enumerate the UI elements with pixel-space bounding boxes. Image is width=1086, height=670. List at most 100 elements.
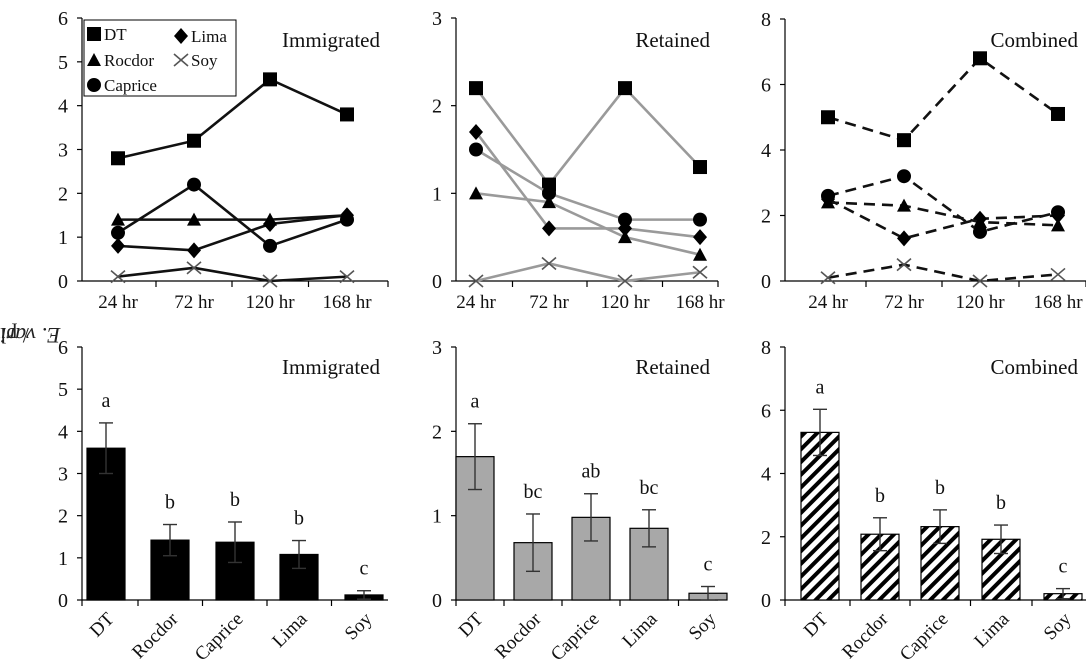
significance-letter: b [294, 508, 304, 530]
y-tick-label: 4 [761, 140, 771, 162]
legend-box [83, 19, 237, 97]
x-marker [110, 270, 126, 284]
significance-letter: b [875, 485, 885, 507]
series-rocdor [821, 195, 1065, 232]
x-tick-label: 24 hr [456, 292, 496, 313]
legend-label: Lima [191, 27, 227, 46]
x-stroke [262, 274, 278, 288]
circle-marker [263, 238, 277, 253]
x-tick-label: DT [86, 608, 119, 641]
series-lima [469, 123, 707, 246]
bar-group-soy: c Soy [1040, 556, 1083, 644]
legend-label: DT [104, 25, 127, 44]
bar-group-rocdor: b Rocdor [128, 492, 190, 663]
bar [800, 431, 840, 601]
x-stroke [339, 270, 355, 284]
bar-group-caprice: b Caprice [191, 489, 255, 666]
diamond-marker [174, 28, 188, 44]
square-marker [897, 133, 911, 148]
y-tick-label: 3 [58, 140, 68, 162]
line-chart-combined: 0 2 4 6 8 Combined 24 hr 72 hr 120 hr 168 hr [761, 9, 1086, 313]
series-line [475, 192, 701, 256]
y-tick-label: 1 [432, 506, 442, 528]
bar-group-dt: a DT [800, 376, 840, 641]
y-tick-label: 4 [58, 96, 68, 118]
x-stroke [972, 274, 988, 288]
x-tick-label: Rocdor [128, 608, 183, 663]
y-tick-label: 0 [58, 271, 68, 293]
line-chart-retained: 0 1 2 3 Retained 24 hr 72 hr 120 hr 168 hr [432, 8, 725, 313]
x-tick-label: 24 hr [98, 292, 138, 313]
y-tick-label: 2 [432, 96, 442, 118]
bar-group-soy: c Soy [685, 554, 728, 644]
circle-marker [693, 212, 707, 227]
series-soy [468, 256, 708, 288]
x-tick-label: Lima [618, 608, 662, 652]
y-tick-label: 6 [761, 75, 771, 97]
y-tick-label: 0 [761, 590, 771, 612]
x-tick-label: 120 hr [245, 292, 295, 313]
x-tick-label: 72 hr [529, 292, 569, 313]
y-tick-label: 5 [58, 52, 68, 74]
triangle-marker [897, 198, 911, 212]
circle-marker [973, 224, 987, 239]
significance-letter: c [1059, 556, 1068, 578]
square-marker [973, 51, 987, 66]
x-tick-label: 72 hr [174, 292, 214, 313]
series-line [827, 201, 1059, 227]
y-tick-label: 8 [761, 337, 771, 359]
bar-group-lima: b Lima [970, 492, 1021, 652]
y-tick-label: 3 [58, 464, 68, 486]
y-tick-label: 0 [58, 590, 68, 612]
y-tick-label: 4 [58, 421, 68, 443]
series-soy [820, 258, 1066, 288]
x-tick-label: 120 hr [600, 292, 650, 313]
square-marker [618, 81, 632, 96]
series-line [474, 131, 701, 239]
series-line [475, 148, 700, 221]
bar-chart-combined: 0 2 4 6 8 Combined a DT b Rocdor b Caprice b Lima c Soy [761, 337, 1086, 665]
x-tick-label: 168 hr [1033, 292, 1083, 313]
x-tick-label: 24 hr [808, 292, 848, 313]
diamond-marker [693, 229, 707, 246]
chart-title: Immigrated [282, 28, 380, 52]
x-marker [617, 274, 633, 288]
x-tick-label: Caprice [191, 609, 248, 666]
circle-marker [469, 142, 483, 157]
y-tick-label: 1 [58, 227, 68, 249]
series-soy [110, 261, 355, 288]
diamond-marker [111, 237, 125, 254]
x-stroke [541, 256, 557, 271]
significance-letter: a [816, 376, 825, 398]
bar-group-dt: a DT [86, 390, 126, 641]
x-tick-label: Caprice [896, 609, 953, 666]
series-line [827, 263, 1059, 283]
series-line [117, 266, 348, 283]
x-tick-label: Soy [1040, 608, 1076, 644]
x-stroke [173, 53, 189, 67]
x-marker [896, 258, 912, 272]
series-line [117, 77, 348, 160]
y-tick-label: 2 [761, 527, 771, 549]
chart-title: Retained [635, 355, 710, 379]
bar-group-dt: a DT [455, 391, 495, 641]
series-dt [111, 72, 354, 166]
chart-title: Combined [991, 28, 1079, 52]
diamond-marker [542, 220, 556, 237]
significance-letter: a [471, 391, 480, 413]
series-dt [821, 51, 1065, 148]
line-chart-immigrated: 0 1 2 3 4 5 6 Immigrated 24 hr 72 hr 120 hr 168 hr D… [58, 8, 389, 313]
square-marker [821, 110, 835, 125]
x-tick-label: 168 hr [675, 292, 725, 313]
triangle-marker [111, 212, 125, 226]
circle-marker [340, 212, 354, 227]
bar-group-soy: c Soy [341, 558, 384, 644]
significance-letter: bc [640, 477, 659, 499]
triangle-marker [542, 195, 556, 209]
x-stroke [692, 265, 708, 279]
x-tick-label: Lima [268, 608, 312, 652]
square-marker [263, 72, 277, 87]
x-marker [186, 261, 202, 275]
circle-marker [618, 212, 632, 227]
